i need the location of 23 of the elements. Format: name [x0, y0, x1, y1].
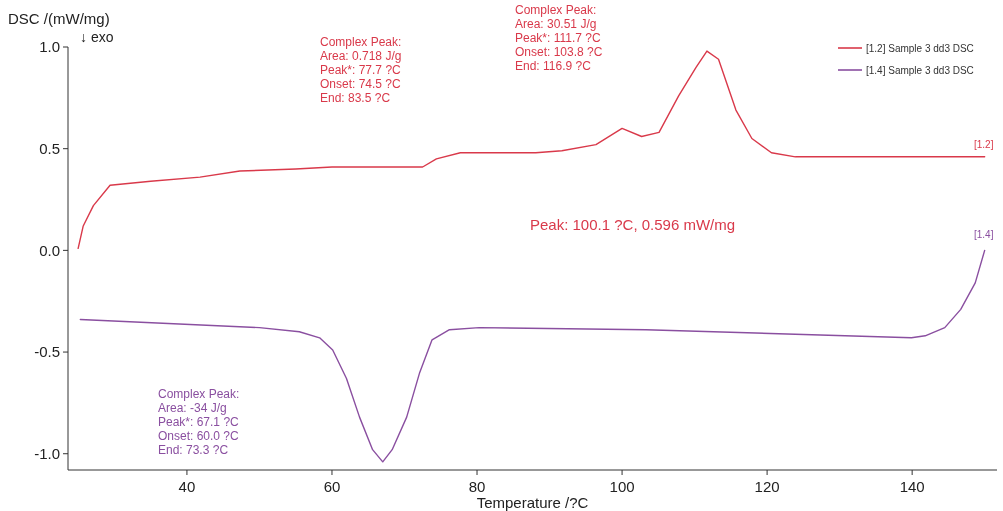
text: ↓ exo [80, 29, 114, 45]
line-series [79, 249, 986, 463]
annotation: [1.2] [974, 139, 994, 150]
y-tick-label: -0.5 [34, 343, 60, 361]
x-tick-label: 140 [899, 478, 925, 495]
legend-label: [1.4] Sample 3 dd3 DSC [866, 64, 974, 76]
y-tick-label: -1.0 [34, 444, 60, 462]
annotation: Complex Peak: Area: -34 J/g Peak*: 67.1 ?C Onset: 60.0 ?C End: 73.3 ?C [158, 387, 240, 457]
x-axis-title: Temperature /?C [476, 494, 589, 511]
y-tick-label: 0.5 [39, 139, 60, 157]
x-tick-label: 120 [754, 478, 780, 495]
x-tick-label: 40 [178, 478, 196, 495]
x-tick-label: 60 [323, 478, 341, 495]
annotation: Complex Peak: Area: 30.51 J/g Peak*: 111.7 ?C Onset: 103.8 ?C End: 116.9 ?C [515, 3, 603, 73]
y-tick-label: 0.0 [39, 241, 60, 259]
annotation: Complex Peak: Area: 0.718 J/g Peak*: 77.7 ?C Onset: 74.5 ?C End: 83.5 ?C [320, 35, 402, 105]
y-tick-label: 1.0 [39, 38, 60, 56]
annotation: Peak: 100.1 ?C, 0.596 mW/mg [530, 216, 736, 233]
x-tick-label: 80 [468, 478, 486, 495]
legend-label: [1.2] Sample 3 dd3 DSC [866, 42, 974, 54]
y-axis-title: DSC /(mW/mg) [8, 10, 110, 27]
annotation: [1.4] [974, 229, 994, 240]
x-tick-label: 100 [609, 478, 635, 495]
